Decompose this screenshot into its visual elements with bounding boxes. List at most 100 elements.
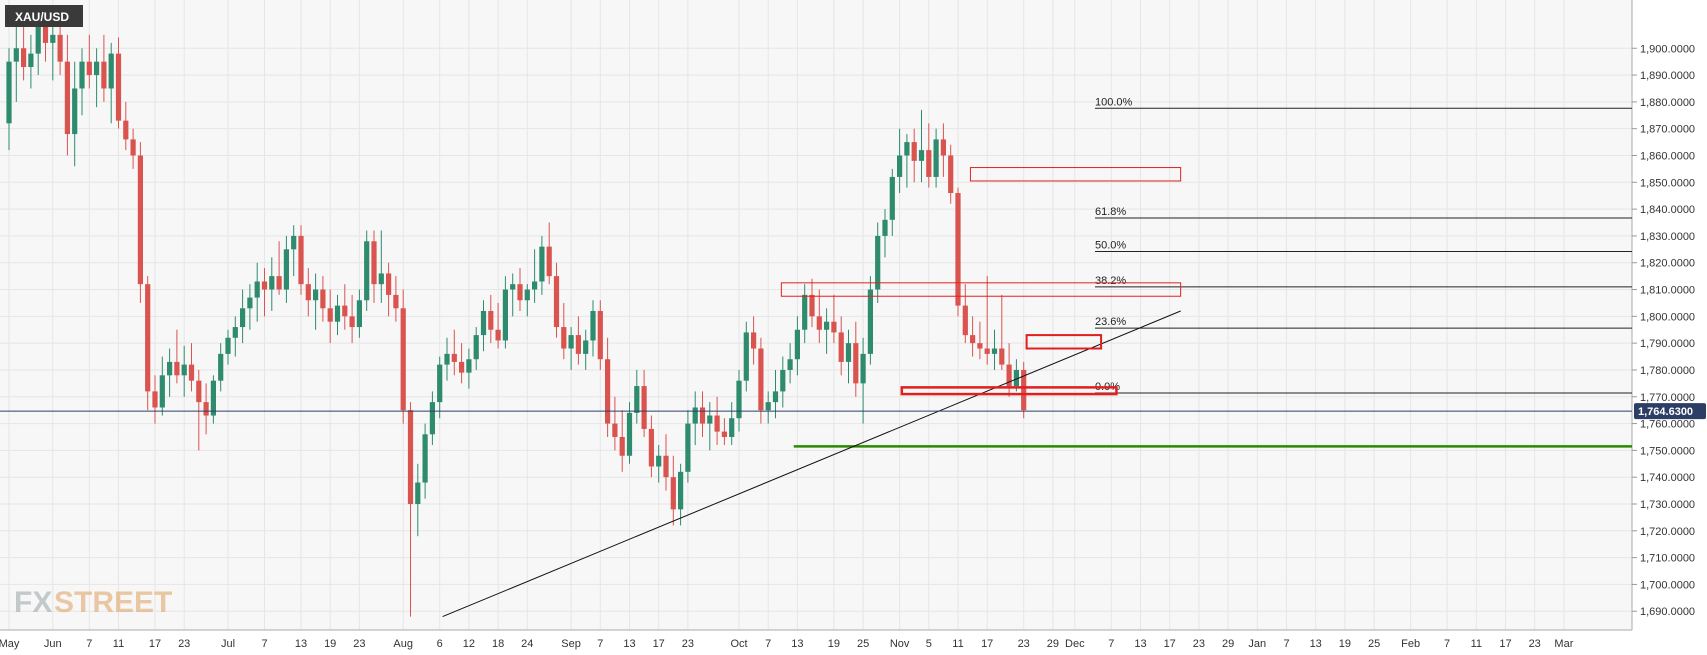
y-axis-ticks: 1,690.0000 1,700.0000 1,710.0000 1,720.0000… bbox=[1632, 43, 1695, 618]
candle-body bbox=[867, 289, 873, 354]
resistance-zone-box bbox=[780, 282, 1182, 297]
x-tick-label: 23 bbox=[1193, 638, 1205, 650]
candle-body bbox=[524, 289, 530, 301]
x-tick-label: 12 bbox=[463, 638, 475, 650]
candle-body bbox=[860, 353, 866, 384]
y-tick-label: 1,840.0000 bbox=[1640, 204, 1695, 216]
current-price-label: 1,764.6300 bbox=[1638, 406, 1693, 418]
candle-body bbox=[1013, 369, 1019, 387]
x-tick-label: 17 bbox=[653, 638, 665, 650]
watermark-fx: FX bbox=[14, 586, 52, 619]
candle-body bbox=[393, 294, 399, 309]
x-tick-label: 7 bbox=[765, 638, 771, 650]
x-tick-label: 25 bbox=[857, 638, 869, 650]
x-tick-label: 23 bbox=[353, 638, 365, 650]
y-tick-label: 1,880.0000 bbox=[1640, 97, 1695, 109]
x-tick-label: 23 bbox=[1529, 638, 1541, 650]
candle-body bbox=[415, 482, 421, 504]
candle-body bbox=[349, 316, 355, 328]
candle-body bbox=[115, 53, 122, 121]
candle-body bbox=[466, 359, 472, 373]
candle-body bbox=[736, 380, 742, 419]
y-tick-label: 1,830.0000 bbox=[1640, 231, 1695, 243]
candle-body bbox=[261, 281, 268, 290]
y-tick-label: 1,870.0000 bbox=[1640, 124, 1695, 136]
x-tick-label: 11 bbox=[113, 638, 124, 650]
candle-body bbox=[955, 193, 961, 306]
candle-body bbox=[364, 241, 370, 301]
candle-body bbox=[502, 289, 508, 341]
symbol-badge-bg bbox=[5, 5, 83, 27]
candle-body bbox=[313, 289, 319, 301]
candle-body bbox=[517, 284, 523, 301]
x-tick-label: Nov bbox=[890, 638, 910, 650]
candle-body bbox=[305, 284, 311, 301]
x-tick-label: Jan bbox=[1248, 638, 1266, 650]
x-tick-label: Aug bbox=[393, 638, 413, 650]
candle-body bbox=[699, 407, 706, 424]
x-tick-label: Sep bbox=[561, 638, 581, 650]
x-tick-label: May bbox=[0, 638, 20, 650]
candle-body bbox=[626, 412, 633, 456]
candle-body bbox=[991, 348, 998, 354]
candle-body bbox=[400, 308, 406, 411]
candle-body bbox=[225, 337, 231, 354]
candle-body bbox=[28, 53, 34, 68]
x-tick-label: 23 bbox=[178, 638, 190, 650]
candle-body bbox=[648, 428, 654, 467]
candle-body bbox=[459, 361, 465, 373]
candle-body bbox=[590, 310, 596, 341]
candle-body bbox=[904, 142, 910, 156]
grid-lines bbox=[0, 0, 1633, 631]
candle-body bbox=[751, 332, 757, 349]
candle-body bbox=[816, 316, 822, 330]
candle-body bbox=[196, 380, 202, 403]
candle-body bbox=[42, 26, 49, 43]
candle-body bbox=[495, 329, 501, 341]
candle-body bbox=[407, 410, 414, 504]
candle-body bbox=[721, 431, 727, 437]
x-tick-label: 7 bbox=[1444, 638, 1450, 650]
candle-body bbox=[612, 423, 618, 437]
candle-body bbox=[130, 139, 136, 156]
candle-body bbox=[21, 48, 27, 68]
candle-body bbox=[685, 423, 691, 472]
candle-body bbox=[181, 364, 187, 376]
candle-body bbox=[320, 289, 326, 309]
candle-body bbox=[999, 348, 1005, 365]
candle-body bbox=[50, 34, 56, 43]
candle-body bbox=[845, 343, 852, 362]
symbol-label: XAU/USD bbox=[15, 10, 69, 24]
y-tick-label: 1,780.0000 bbox=[1640, 365, 1695, 377]
x-tick-label: 13 bbox=[791, 638, 803, 650]
candle-body bbox=[641, 386, 647, 429]
candle-body bbox=[240, 308, 246, 328]
candle-body bbox=[889, 176, 895, 220]
candle-body bbox=[145, 284, 151, 392]
candle-body bbox=[546, 246, 552, 277]
candle-body bbox=[984, 348, 990, 354]
candle-body bbox=[188, 364, 195, 381]
x-tick-label: 19 bbox=[828, 638, 840, 650]
candle-body bbox=[167, 361, 173, 376]
candle-body bbox=[94, 61, 100, 76]
y-tick-label: 1,810.0000 bbox=[1640, 285, 1695, 297]
x-tick-label: 13 bbox=[295, 638, 307, 650]
y-tick-label: 1,700.0000 bbox=[1640, 579, 1695, 591]
candle-body bbox=[802, 294, 808, 330]
candle-body bbox=[123, 120, 129, 140]
candle-body bbox=[619, 436, 625, 456]
candle-body bbox=[729, 418, 735, 437]
candle-body bbox=[203, 402, 209, 416]
candle-body bbox=[758, 348, 764, 411]
candle-body bbox=[108, 53, 114, 89]
candle-body bbox=[918, 150, 925, 161]
candle-body bbox=[378, 273, 384, 285]
consolidation-box bbox=[1025, 334, 1103, 350]
candle-body bbox=[575, 335, 581, 354]
candle-body bbox=[444, 353, 450, 365]
y-tick-label: 1,800.0000 bbox=[1640, 311, 1695, 323]
y-tick-label: 1,860.0000 bbox=[1640, 150, 1695, 162]
candle-body bbox=[72, 88, 78, 135]
